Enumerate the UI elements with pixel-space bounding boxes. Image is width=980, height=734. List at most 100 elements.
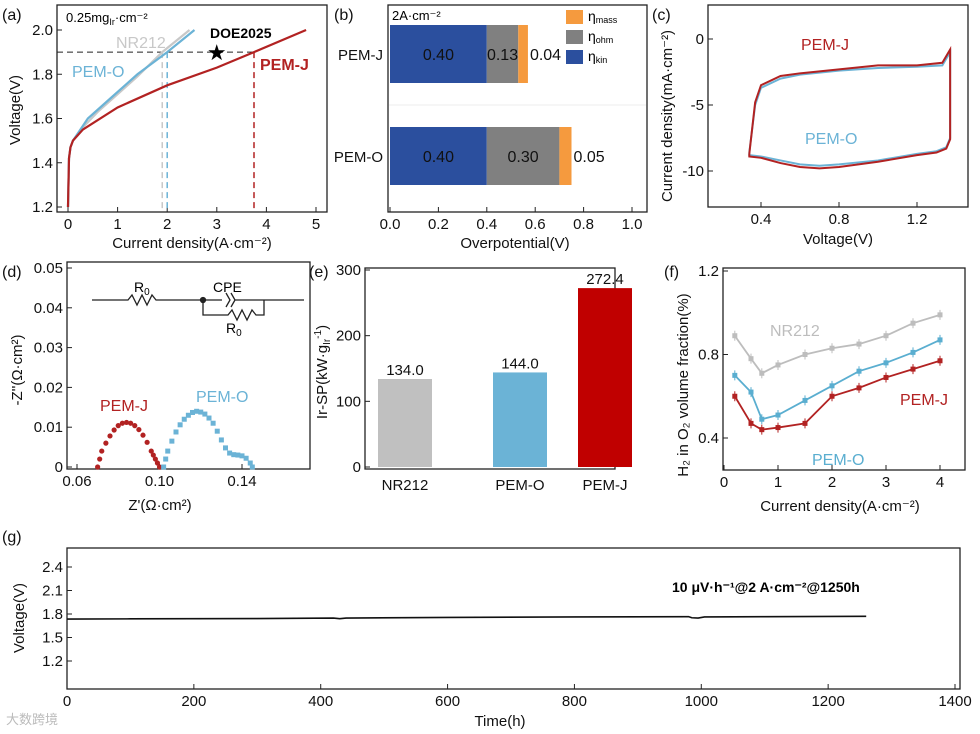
- series-line-pem-j: [734, 359, 941, 431]
- data-point-pem-o: [775, 412, 781, 418]
- c-pem-j-label: PEM-J: [801, 37, 849, 54]
- b-title: 2A·cm⁻²: [392, 8, 441, 23]
- series-line-nr212: [66, 29, 191, 208]
- a-xlabel: Current density(A·cm⁻²): [112, 235, 272, 252]
- x-tick-label: 600: [435, 693, 460, 710]
- data-point-pem-j: [152, 456, 158, 462]
- data-point-pem-o: [249, 464, 255, 470]
- x-tick-label: 1200: [811, 693, 844, 710]
- series-line-pem-o: [66, 29, 196, 208]
- x-tick-label: 2: [163, 216, 171, 233]
- plot-frame: [707, 4, 969, 208]
- y-tick-label: 2.1: [42, 583, 63, 600]
- data-point-nr212: [802, 352, 808, 357]
- x-tick-label: 1: [113, 216, 121, 233]
- x-tick-label: 1: [774, 474, 782, 491]
- data-point-pem-o: [198, 409, 204, 415]
- x-tick-label: 0: [720, 474, 728, 491]
- panel-label-f: (f): [664, 264, 679, 281]
- panel-label-b: (b): [334, 7, 354, 24]
- circuit-r0-label: R0: [134, 279, 150, 298]
- x-tick-label: 3: [213, 216, 221, 233]
- x-tick-label: 1.2: [907, 211, 928, 228]
- data-point-pem-j: [759, 427, 765, 433]
- x-tick-label: 0: [64, 216, 72, 233]
- x-tick-label: 0.06: [62, 473, 91, 490]
- category-label: PEM-J: [338, 47, 383, 64]
- legend-label: ηohm: [588, 28, 613, 45]
- y-tick-label: 0.8: [698, 347, 719, 364]
- category-label: NR212: [382, 477, 429, 494]
- a-pem-j-label: PEM-J: [260, 57, 309, 74]
- data-point-pem-j: [123, 419, 130, 426]
- y-tick-label: 1.8: [42, 606, 63, 623]
- data-point-pem-j: [150, 452, 156, 458]
- data-point-nr212: [829, 345, 835, 351]
- data-point-pem-o: [235, 452, 241, 458]
- y-tick-label: 0.04: [34, 300, 63, 317]
- x-tick-label: 0.4: [476, 216, 497, 233]
- legend-label: ηkin: [588, 48, 607, 65]
- x-tick-label: 400: [308, 693, 333, 710]
- y-tick-label: 1.4: [32, 155, 53, 172]
- bar-value-label: 144.0: [501, 355, 539, 372]
- data-point-nr212: [748, 356, 754, 362]
- data-point-pem-o: [937, 337, 943, 343]
- panel-a-polarization-curve: 0 1 2 3 4 5 1.2 1.4 1.6 1.8 2.0 ★: [32, 4, 328, 233]
- category-label: PEM-J: [583, 477, 628, 494]
- y-tick-label: 2.0: [32, 22, 53, 39]
- data-point-nr212: [732, 333, 738, 339]
- data-point-pem-j: [775, 425, 781, 431]
- x-tick-label: 0.8: [829, 211, 850, 228]
- data-point-pem-o: [218, 437, 224, 443]
- d-pem-o-label: PEM-O: [196, 389, 248, 406]
- data-point-pem-j: [732, 393, 738, 399]
- plot-frame: [66, 261, 311, 470]
- x-tick-label: 1000: [685, 693, 718, 710]
- y-tick-label: 0.02: [34, 379, 63, 396]
- y-tick-label: 1.8: [32, 66, 53, 83]
- panel-g-durability: 0 200 400 600 800 1000 1200 1400 1.2 1.5 1.8 2.1 2.4: [42, 547, 972, 710]
- data-point-pem-o: [243, 455, 249, 461]
- a-nr212-label: NR212: [116, 35, 166, 52]
- plot-frame: [722, 267, 966, 471]
- panel-label-a: (a): [2, 7, 22, 24]
- x-tick-label: 0.6: [525, 216, 546, 233]
- g-xlabel: Time(h): [474, 713, 525, 730]
- data-point-pem-j: [829, 393, 835, 399]
- data-point-nr212: [759, 370, 765, 376]
- data-point-pem-o: [177, 422, 183, 428]
- y-tick-label: 1.6: [32, 111, 53, 128]
- x-tick-label: 0.8: [573, 216, 594, 233]
- y-tick-label: 0.05: [34, 260, 63, 277]
- plot-frame: [56, 4, 328, 213]
- x-tick-label: 4: [936, 474, 944, 491]
- y-tick-label: 100: [336, 393, 361, 410]
- y-tick-label: 0.03: [34, 340, 63, 357]
- panel-e-ir-sp-bar-chart: 0 100 200 300 134.0 NR212 144.0 PEM-O 272.4 PEM-J: [336, 262, 632, 494]
- circuit-cpe-label: CPE: [213, 279, 242, 295]
- bar-mass: [559, 127, 572, 185]
- data-point-nr212: [937, 312, 943, 318]
- equivalent-circuit-diagram: [92, 292, 304, 322]
- data-point-pem-o: [759, 416, 765, 422]
- data-point-pem-o: [856, 368, 862, 374]
- data-point-nr212: [775, 362, 781, 368]
- data-point-pem-o: [910, 349, 916, 355]
- f-pem-o-label: PEM-O: [812, 452, 864, 469]
- f-ylabel: H₂ in O₂ volume fraction(%): [675, 293, 692, 476]
- bar-pem-o: [493, 372, 547, 467]
- panel-label-g: (g): [2, 529, 22, 546]
- category-label: PEM-O: [495, 477, 544, 494]
- legend-swatch: [566, 30, 583, 44]
- legend-swatch: [566, 50, 583, 64]
- c-pem-o-label: PEM-O: [805, 131, 857, 148]
- x-tick-label: 1400: [938, 693, 971, 710]
- data-point-pem-j: [132, 423, 138, 429]
- bar-value-label: 0.30: [508, 149, 539, 166]
- y-tick-label: 200: [336, 328, 361, 345]
- watermark: 大数跨境: [6, 712, 58, 727]
- a-pem-o-label: PEM-O: [72, 64, 124, 81]
- g-ylabel: Voltage(V): [11, 583, 28, 653]
